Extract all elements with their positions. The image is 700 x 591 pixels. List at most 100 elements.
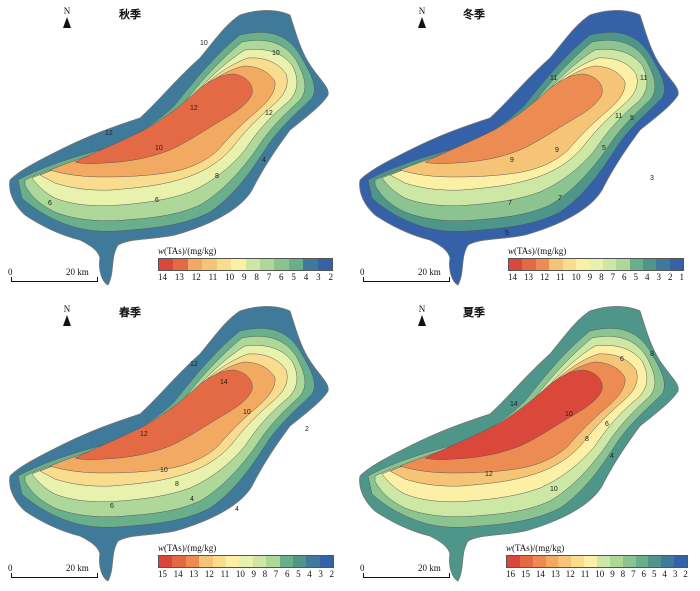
legend-tick-label: 9 (587, 272, 593, 282)
contour-label: 8 (175, 481, 179, 488)
legend-tick-label: 14 (535, 569, 545, 579)
contour-fill-group (359, 306, 679, 582)
contour-label: 8 (650, 351, 654, 358)
legend-swatch (656, 259, 670, 270)
legend-swatch (259, 259, 275, 270)
legend-tick-label: 4 (303, 272, 309, 282)
legend-tick-label: 8 (262, 569, 268, 579)
legend-ticks: 15 14 13 12 11 10 9 8 7 6 5 4 3 2 (158, 569, 334, 579)
legend-tick-label: 13 (550, 569, 560, 579)
legend-tick-label: 3 (316, 272, 321, 282)
legend-swatch (231, 259, 246, 270)
legend-swatch (199, 556, 213, 567)
legend-swatch (622, 556, 636, 567)
legend-swatch (202, 259, 217, 270)
contour-label: 7 (558, 195, 562, 202)
legend-swatch (292, 556, 307, 567)
legend-swatch (185, 556, 200, 567)
legend-ramp (158, 258, 333, 271)
legend-swatch (159, 259, 174, 270)
north-arrow-icon: N (60, 304, 74, 326)
contour-label: 12 (485, 471, 493, 478)
legend-swatch (549, 259, 563, 270)
legend-tick-label: 8 (599, 272, 604, 282)
contour-label: 8 (215, 173, 219, 180)
contour-label: 4 (262, 157, 266, 164)
legend-swatch (252, 556, 267, 567)
legend-swatch (279, 556, 293, 567)
legend-tick-label: 4 (662, 569, 667, 579)
legend-tick-label: 7 (610, 272, 616, 282)
legend-swatch (303, 259, 318, 270)
legend-tick-label: 13 (174, 272, 184, 282)
contour-label: 4 (610, 453, 614, 460)
legend-ramp (158, 555, 334, 568)
map-panel-autumn: 12 10 10 12 12 10 8 6 6 4 N 秋季 0 20 km w(TAs)/(mg/… (0, 0, 350, 295)
contour-label: 10 (200, 40, 208, 47)
legend-tick-label: 9 (610, 569, 615, 579)
legend-tick-label: 10 (235, 569, 245, 579)
legend-swatch (575, 259, 590, 270)
legend-tick-label: 7 (266, 272, 272, 282)
legend-ticks: 14 13 12 11 10 9 8 7 6 5 4 3 2 1 (508, 272, 684, 282)
contour-label: 4 (235, 506, 239, 513)
contour-label: 5 (630, 115, 634, 122)
contour-fill-group (9, 306, 329, 582)
legend-tick-label: 12 (565, 569, 575, 579)
legend-title: w(TAs)/(mg/kg) (158, 246, 217, 256)
legend-swatch (522, 259, 536, 270)
legend-title: w(TAs)/(mg/kg) (506, 543, 565, 553)
legend-swatch (172, 556, 186, 567)
legend-tick-label: 12 (191, 272, 201, 282)
contour-label: 11 (615, 113, 622, 120)
legend-ticks: 16 15 14 13 12 11 10 9 8 7 6 5 4 3 2 (506, 569, 688, 579)
legend-tick-label: 14 (508, 272, 517, 282)
legend-tick-label: 9 (241, 272, 247, 282)
legend-tick-label: 10 (225, 272, 235, 282)
legend-tick-label: 3 (672, 569, 678, 579)
legend-tick-label: 9 (251, 569, 257, 579)
spring-map-svg: 12 14 10 12 10 8 6 4 4 2 (9, 306, 329, 582)
contour-label: 9 (555, 147, 559, 154)
map-panel-summer: 14 12 10 10 8 6 4 6 8 N 夏季 0 20 km w(TAs)/(mg/kg)… (350, 296, 700, 591)
legend-tick-label: 11 (580, 569, 590, 579)
contour-label: 10 (160, 467, 168, 474)
legend-ticks: 14 13 12 11 10 9 8 7 6 5 4 3 2 (158, 272, 333, 282)
color-legend: w(TAs)/(mg/kg) 14 13 12 11 10 9 8 7 6 5 4 3 2 1 (508, 246, 684, 282)
legend-tick-label: 2 (683, 569, 688, 579)
map-panel-winter: 11 11 9 9 7 7 5 3 5 5 11 N 冬季 0 20 km w(TAs)/(mg/kg… (350, 0, 700, 295)
contour-label: 10 (550, 486, 558, 493)
contour-label: 5 (505, 230, 509, 237)
legend-tick-label: 6 (284, 569, 290, 579)
legend-tick-label: 4 (307, 569, 312, 579)
legend-swatch (239, 556, 253, 567)
legend-tick-label: 2 (328, 272, 333, 282)
legend-tick-label: 11 (220, 569, 230, 579)
legend-tick-label: 11 (555, 272, 565, 282)
contour-band (424, 369, 603, 460)
legend-tick-label: 3 (656, 272, 662, 282)
contour-label: 12 (105, 130, 113, 137)
coastline-outline (359, 306, 679, 582)
legend-tick-label: 11 (208, 272, 218, 282)
legend-swatch (669, 259, 684, 270)
legend-swatch (642, 259, 657, 270)
legend-swatch (609, 556, 623, 567)
legend-swatch (558, 556, 572, 567)
contour-label: 11 (640, 75, 647, 82)
legend-swatch (589, 259, 603, 270)
contour-label: 12 (190, 361, 198, 368)
season-title: 夏季 (463, 306, 485, 319)
contour-band (74, 73, 253, 164)
legend-tick-label: 10 (595, 569, 605, 579)
contour-label: 8 (585, 436, 589, 443)
contour-label: 6 (605, 421, 609, 428)
legend-swatch (245, 259, 260, 270)
legend-swatch (212, 556, 226, 567)
legend-tick-label: 8 (254, 272, 259, 282)
legend-swatch (571, 556, 585, 567)
contour-label: 5 (602, 145, 606, 152)
legend-swatch (319, 556, 334, 567)
contour-label: 12 (140, 431, 148, 438)
legend-swatch (266, 556, 280, 567)
